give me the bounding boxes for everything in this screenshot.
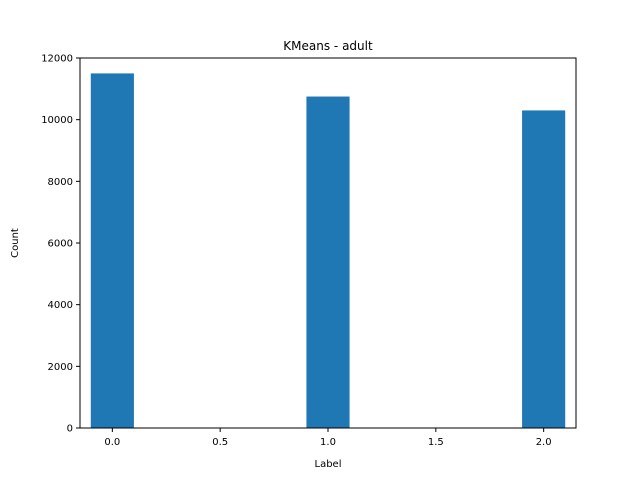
x-tick-label: 0.5 [212,437,228,448]
y-tick-label: 2000 [48,362,73,373]
y-tick-label: 0 [67,424,73,435]
bars [90,73,566,429]
y-tick-label: 6000 [48,239,73,250]
bar-2 [522,110,566,429]
y-tick-label: 8000 [48,177,73,188]
x-tick-label: 1.5 [428,437,444,448]
bar-0 [90,73,134,429]
y-tick-label: 12000 [41,54,73,65]
y-axis: 0 2000 4000 6000 8000 10000 12000 [41,54,80,435]
x-axis-label: Label [315,459,342,470]
y-axis-label: Count [10,228,21,258]
x-tick-label: 1.0 [320,437,336,448]
x-tick-label: 0.0 [104,437,120,448]
y-tick-label: 4000 [48,300,73,311]
y-tick-label: 10000 [41,115,73,126]
bar-1 [306,96,350,429]
x-tick-label: 2.0 [536,437,552,448]
chart-title: KMeans - adult [283,39,373,53]
x-axis: 0.0 0.5 1.0 1.5 2.0 [104,428,552,448]
